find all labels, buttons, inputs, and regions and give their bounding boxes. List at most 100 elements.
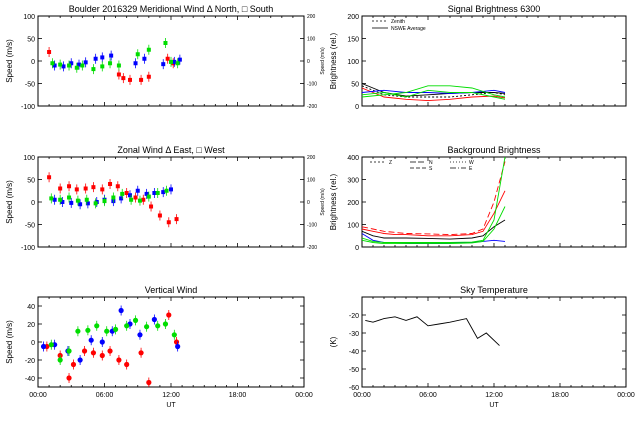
series-line <box>362 157 506 243</box>
data-point <box>50 61 55 66</box>
data-point <box>61 64 66 69</box>
chart-panel-1: Zonal Wind Δ East, □ West -100 -50 0 50 100 -2… <box>5 145 326 252</box>
y-tick-label: 200 <box>347 200 359 207</box>
data-point <box>77 62 82 67</box>
x-axis-label: UT <box>166 402 176 409</box>
y-tick-label-right: 0 <box>307 200 310 206</box>
y-tick-label: 50 <box>27 37 35 44</box>
data-point <box>169 59 173 64</box>
y-tick-label: -30 <box>349 331 359 338</box>
series-line <box>362 206 506 245</box>
y-tick-label-right: -100 <box>307 223 317 229</box>
data-point <box>162 321 169 327</box>
data-point <box>120 191 125 196</box>
data-point <box>66 375 72 381</box>
series-line <box>362 85 506 98</box>
data-point <box>99 352 105 359</box>
data-point <box>127 193 132 198</box>
data-point <box>155 323 161 329</box>
series-line <box>362 190 506 237</box>
y-tick-label: 20 <box>27 322 35 329</box>
data-point <box>47 175 52 180</box>
data-point <box>146 47 151 52</box>
y-tick-label: -100 <box>21 245 35 252</box>
series-line <box>362 89 506 100</box>
chart-panel-5: Sky Temperature -60 -50 -40 -30 -20 (K) 00:00 06… <box>329 285 635 409</box>
series-line <box>362 161 506 236</box>
data-point <box>165 56 170 61</box>
data-point <box>57 357 63 363</box>
y-tick-label-right: 100 <box>307 37 316 43</box>
data-point <box>85 201 90 206</box>
data-point <box>138 350 144 356</box>
data-point <box>169 187 173 192</box>
x-tick-label: 12:00 <box>162 392 180 399</box>
y-tick-label: 100 <box>347 59 359 66</box>
y-tick-label-right: -200 <box>307 245 317 251</box>
data-point <box>107 348 113 354</box>
chart-title: Vertical Wind <box>145 285 198 295</box>
data-point <box>166 220 171 225</box>
chart-title: Background Brightness <box>447 145 541 155</box>
data-point <box>137 198 142 203</box>
chart-panel-0: Boulder 2016329 Meridional Wind Δ North,… <box>5 4 326 111</box>
data-point <box>149 204 154 209</box>
y-axis-label-right: Speed (m/s) <box>320 47 326 75</box>
y-tick-label: 0 <box>31 59 35 66</box>
y-tick-label: -40 <box>349 349 359 356</box>
data-point <box>161 62 166 67</box>
legend-label: E <box>469 166 473 172</box>
y-tick-label: -50 <box>25 223 35 230</box>
x-axis-label: UT <box>489 402 499 409</box>
y-tick-label: 400 <box>347 155 359 162</box>
data-point <box>151 316 157 323</box>
data-point <box>152 191 157 195</box>
data-point <box>100 64 105 69</box>
chart-panel-3: Signal Brightness 6300 0 50 100 150 200 Bright… <box>329 4 627 111</box>
y-axis-label: Speed (m/s) <box>5 320 14 364</box>
y-tick-label: 300 <box>347 178 359 185</box>
y-tick-label: 0 <box>31 340 35 347</box>
data-point <box>74 187 79 192</box>
data-point <box>124 191 129 195</box>
data-point <box>161 190 166 195</box>
data-point <box>141 197 146 202</box>
data-point <box>40 343 47 350</box>
data-point <box>108 61 113 66</box>
data-point <box>127 77 132 82</box>
data-point <box>58 197 63 202</box>
y-tick-label: -100 <box>21 104 35 111</box>
data-point <box>144 191 149 196</box>
data-point <box>146 194 151 199</box>
plot-area <box>362 157 506 245</box>
data-point <box>88 337 94 343</box>
data-point <box>144 324 150 330</box>
plot-area <box>40 305 181 387</box>
data-point <box>70 361 77 368</box>
data-point <box>104 328 110 334</box>
plot-area <box>365 316 500 346</box>
x-tick-label: 18:00 <box>229 392 247 399</box>
y-tick-label-right: 200 <box>307 155 316 161</box>
data-point <box>124 323 130 329</box>
x-tick-label: 00:00 <box>29 392 47 399</box>
x-tick-label: 06:00 <box>96 392 114 399</box>
chart-title: Sky Temperature <box>460 285 528 295</box>
x-tick-label: 12:00 <box>485 392 503 399</box>
y-axis-label: Speed (m/s) <box>5 180 14 224</box>
plot-frame <box>37 296 305 388</box>
data-point <box>124 361 130 368</box>
data-point <box>116 72 121 77</box>
y-tick-label: -40 <box>25 376 35 383</box>
x-tick-label: 18:00 <box>551 392 569 399</box>
legend-label: Z <box>389 160 392 166</box>
data-point <box>102 199 107 204</box>
y-tick-label: -50 <box>349 367 359 374</box>
y-tick-label-right: -200 <box>307 104 317 110</box>
data-point <box>135 52 140 57</box>
legend-label: S <box>429 166 433 172</box>
data-point <box>177 57 182 62</box>
data-point <box>47 50 52 54</box>
y-tick-label: 40 <box>27 304 35 311</box>
data-point <box>67 184 72 189</box>
